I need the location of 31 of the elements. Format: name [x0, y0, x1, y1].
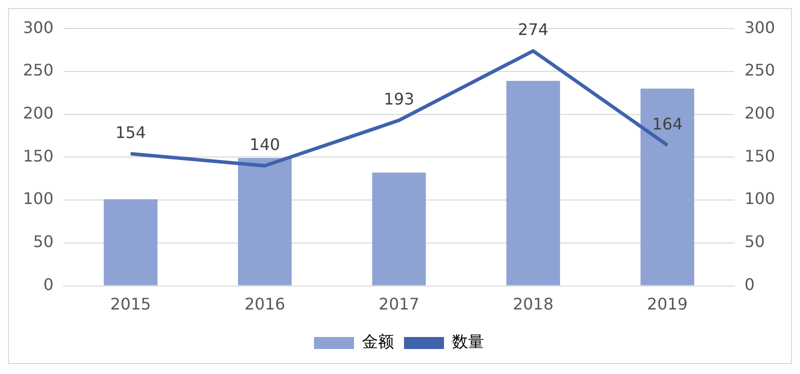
- x-tick-label: 2018: [512, 294, 554, 314]
- y-tick-label: 0: [43, 274, 54, 294]
- y2-tick-label: 100: [744, 189, 776, 208]
- y2-tick-label: 50: [744, 232, 765, 252]
- y-tick-label: 100: [22, 189, 54, 208]
- bar: [238, 158, 292, 286]
- y2-tick-label: 250: [744, 60, 776, 80]
- data-label: 193: [384, 89, 414, 108]
- data-label: 164: [652, 114, 683, 134]
- data-label: 154: [115, 122, 146, 142]
- y2-tick-label: 0: [744, 274, 755, 294]
- bar: [104, 199, 158, 286]
- y2-tick-label: 200: [744, 103, 776, 122]
- x-tick-label: 2017: [378, 294, 420, 314]
- bar: [640, 88, 694, 286]
- legend-label: 数量: [452, 332, 484, 352]
- data-label: 140: [250, 134, 280, 154]
- y2-tick-label: 300: [744, 18, 776, 37]
- x-tick-label: 2016: [244, 294, 286, 314]
- legend-label: 金额: [362, 332, 394, 352]
- y-tick-label: 150: [22, 146, 54, 166]
- y-tick-label: 50: [33, 232, 54, 252]
- y-tick-label: 250: [22, 60, 54, 80]
- y-tick-label: 200: [22, 103, 54, 122]
- y-tick-label: 300: [22, 18, 54, 37]
- data-label: 274: [518, 20, 548, 40]
- bar: [506, 80, 560, 286]
- x-tick-label: 2015: [110, 294, 151, 314]
- x-tick-label: 2019: [647, 294, 688, 314]
- bar: [372, 172, 426, 286]
- y2-tick-label: 150: [744, 146, 776, 166]
